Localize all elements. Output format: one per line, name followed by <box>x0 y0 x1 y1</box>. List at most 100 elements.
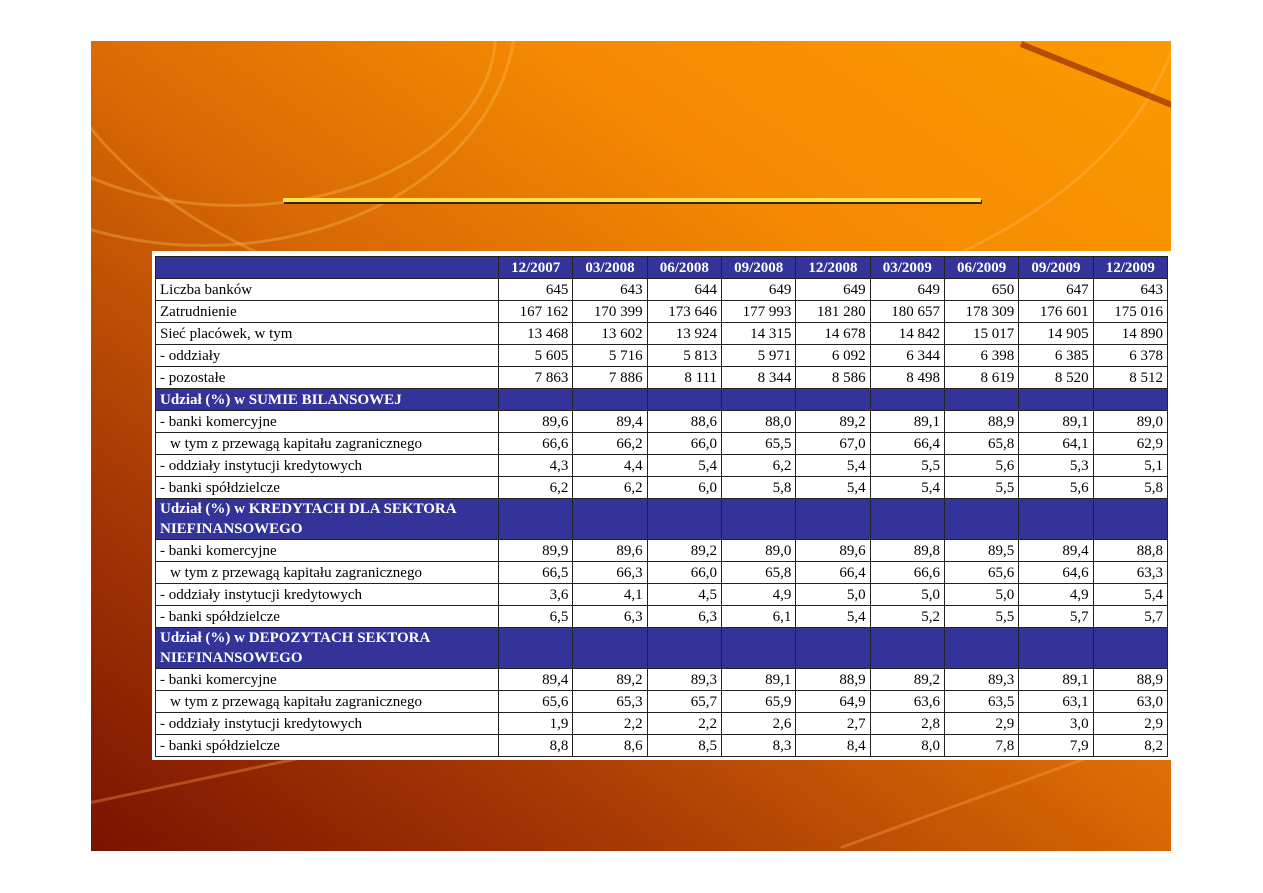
table-row: - pozostałe 7 863 7 886 8 111 8 344 8 586 8 49… <box>155 366 1169 389</box>
value-cell: 180 657 <box>869 300 945 323</box>
row-label: w tym z przewagą kapitału zagranicznego <box>155 690 499 713</box>
section-empty-cell <box>1092 627 1169 669</box>
table-header-row: 12/2007 03/2008 06/2008 09/2008 12/2008 03/20… <box>155 256 1169 279</box>
value-cell: 14 678 <box>795 322 871 345</box>
value-cell: 649 <box>869 278 945 301</box>
value-cell: 5,4 <box>646 454 722 477</box>
section-empty-cell <box>720 627 797 669</box>
section-empty-cell <box>869 627 945 669</box>
row-label: - banki spółdzielcze <box>155 605 499 628</box>
value-cell: 64,9 <box>795 690 871 713</box>
column-header: 06/2009 <box>943 256 1020 279</box>
value-cell: 7,9 <box>1018 734 1094 757</box>
value-cell: 15 017 <box>943 322 1020 345</box>
row-label: Sieć placówek, w tym <box>155 322 499 345</box>
value-cell: 65,8 <box>943 432 1020 455</box>
value-cell: 14 842 <box>869 322 945 345</box>
column-header: 12/2007 <box>497 256 574 279</box>
column-header: 03/2008 <box>572 256 648 279</box>
table-row: - oddziały instytucji kredytowych 1,9 2,2 2… <box>155 712 1169 735</box>
value-cell: 14 890 <box>1092 322 1169 345</box>
value-cell: 6,0 <box>646 476 722 499</box>
value-cell: 66,2 <box>572 432 648 455</box>
title-underline <box>283 198 981 202</box>
row-label: - banki komercyjne <box>155 539 499 562</box>
value-cell: 6 398 <box>943 344 1020 367</box>
value-cell: 2,9 <box>1092 712 1169 735</box>
value-cell: 88,9 <box>795 668 871 691</box>
section-empty-cell <box>943 388 1020 411</box>
row-label: - oddziały instytucji kredytowych <box>155 454 499 477</box>
table-row: - oddziały instytucji kredytowych 3,6 4,1 4… <box>155 583 1169 606</box>
table-row: Liczba banków 645 643 644 649 649 649 650 647 643 <box>155 278 1169 301</box>
value-cell: 5,8 <box>720 476 797 499</box>
value-cell: 650 <box>943 278 1020 301</box>
value-cell: 8,5 <box>646 734 722 757</box>
value-cell: 5,3 <box>1018 454 1094 477</box>
value-cell: 5,6 <box>1018 476 1094 499</box>
value-cell: 8 619 <box>943 366 1020 389</box>
section-empty-cell <box>497 627 574 669</box>
value-cell: 89,8 <box>869 539 945 562</box>
section-empty-cell <box>720 498 797 540</box>
data-table-container: 12/2007 03/2008 06/2008 09/2008 12/2008 03/20… <box>152 251 1171 760</box>
section-empty-cell <box>795 498 871 540</box>
value-cell: 65,9 <box>720 690 797 713</box>
value-cell: 89,1 <box>1018 410 1094 433</box>
value-cell: 89,4 <box>572 410 648 433</box>
value-cell: 14 905 <box>1018 322 1094 345</box>
value-cell: 177 993 <box>720 300 797 323</box>
value-cell: 8 498 <box>869 366 945 389</box>
table-row: - banki komercyjne 89,4 89,2 89,3 89,1 88,9 89… <box>155 668 1169 691</box>
value-cell: 649 <box>720 278 797 301</box>
value-cell: 3,6 <box>497 583 574 606</box>
value-cell: 89,1 <box>869 410 945 433</box>
section-empty-cell <box>1018 627 1094 669</box>
value-cell: 89,2 <box>869 668 945 691</box>
section-title: Udział (%) w SUMIE BILANSOWEJ <box>155 388 499 411</box>
value-cell: 173 646 <box>646 300 722 323</box>
value-cell: 65,3 <box>572 690 648 713</box>
value-cell: 89,3 <box>646 668 722 691</box>
table-row: - banki spółdzielcze 6,2 6,2 6,0 5,8 5,4 5,4 5,… <box>155 476 1169 499</box>
value-cell: 63,6 <box>869 690 945 713</box>
section-empty-cell <box>795 627 871 669</box>
table-row: Zatrudnienie 167 162 170 399 173 646 177 993… <box>155 300 1169 323</box>
value-cell: 89,6 <box>497 410 574 433</box>
value-cell: 5 813 <box>646 344 722 367</box>
slide: 12/2007 03/2008 06/2008 09/2008 12/2008 03/20… <box>91 41 1171 851</box>
value-cell: 6,2 <box>720 454 797 477</box>
value-cell: 89,9 <box>497 539 574 562</box>
value-cell: 89,5 <box>943 539 1020 562</box>
value-cell: 5,5 <box>943 605 1020 628</box>
value-cell: 2,8 <box>869 712 945 735</box>
section-empty-cell <box>869 388 945 411</box>
table-row: w tym z przewagą kapitału zagranicznego 6… <box>155 561 1169 584</box>
value-cell: 6 344 <box>869 344 945 367</box>
section-empty-cell <box>646 498 722 540</box>
table-row: w tym z przewagą kapitału zagranicznego 6… <box>155 432 1169 455</box>
value-cell: 65,8 <box>720 561 797 584</box>
row-label: - oddziały instytucji kredytowych <box>155 712 499 735</box>
section-empty-cell <box>572 498 648 540</box>
section-title: Udział (%) w DEPOZYTACH SEKTORA NIEFINAN… <box>155 627 499 669</box>
value-cell: 13 602 <box>572 322 648 345</box>
value-cell: 8 520 <box>1018 366 1094 389</box>
section-empty-cell <box>869 498 945 540</box>
value-cell: 5,0 <box>943 583 1020 606</box>
value-cell: 89,6 <box>572 539 648 562</box>
value-cell: 89,6 <box>795 539 871 562</box>
value-cell: 5,4 <box>1092 583 1169 606</box>
value-cell: 8 111 <box>646 366 722 389</box>
value-cell: 67,0 <box>795 432 871 455</box>
value-cell: 2,9 <box>943 712 1020 735</box>
value-cell: 89,1 <box>1018 668 1094 691</box>
value-cell: 7,8 <box>943 734 1020 757</box>
table-row: - banki komercyjne 89,6 89,4 88,6 88,0 89,2 89… <box>155 410 1169 433</box>
value-cell: 89,2 <box>572 668 648 691</box>
value-cell: 88,0 <box>720 410 797 433</box>
section-empty-cell <box>497 498 574 540</box>
value-cell: 66,6 <box>869 561 945 584</box>
value-cell: 6,5 <box>497 605 574 628</box>
value-cell: 63,5 <box>943 690 1020 713</box>
